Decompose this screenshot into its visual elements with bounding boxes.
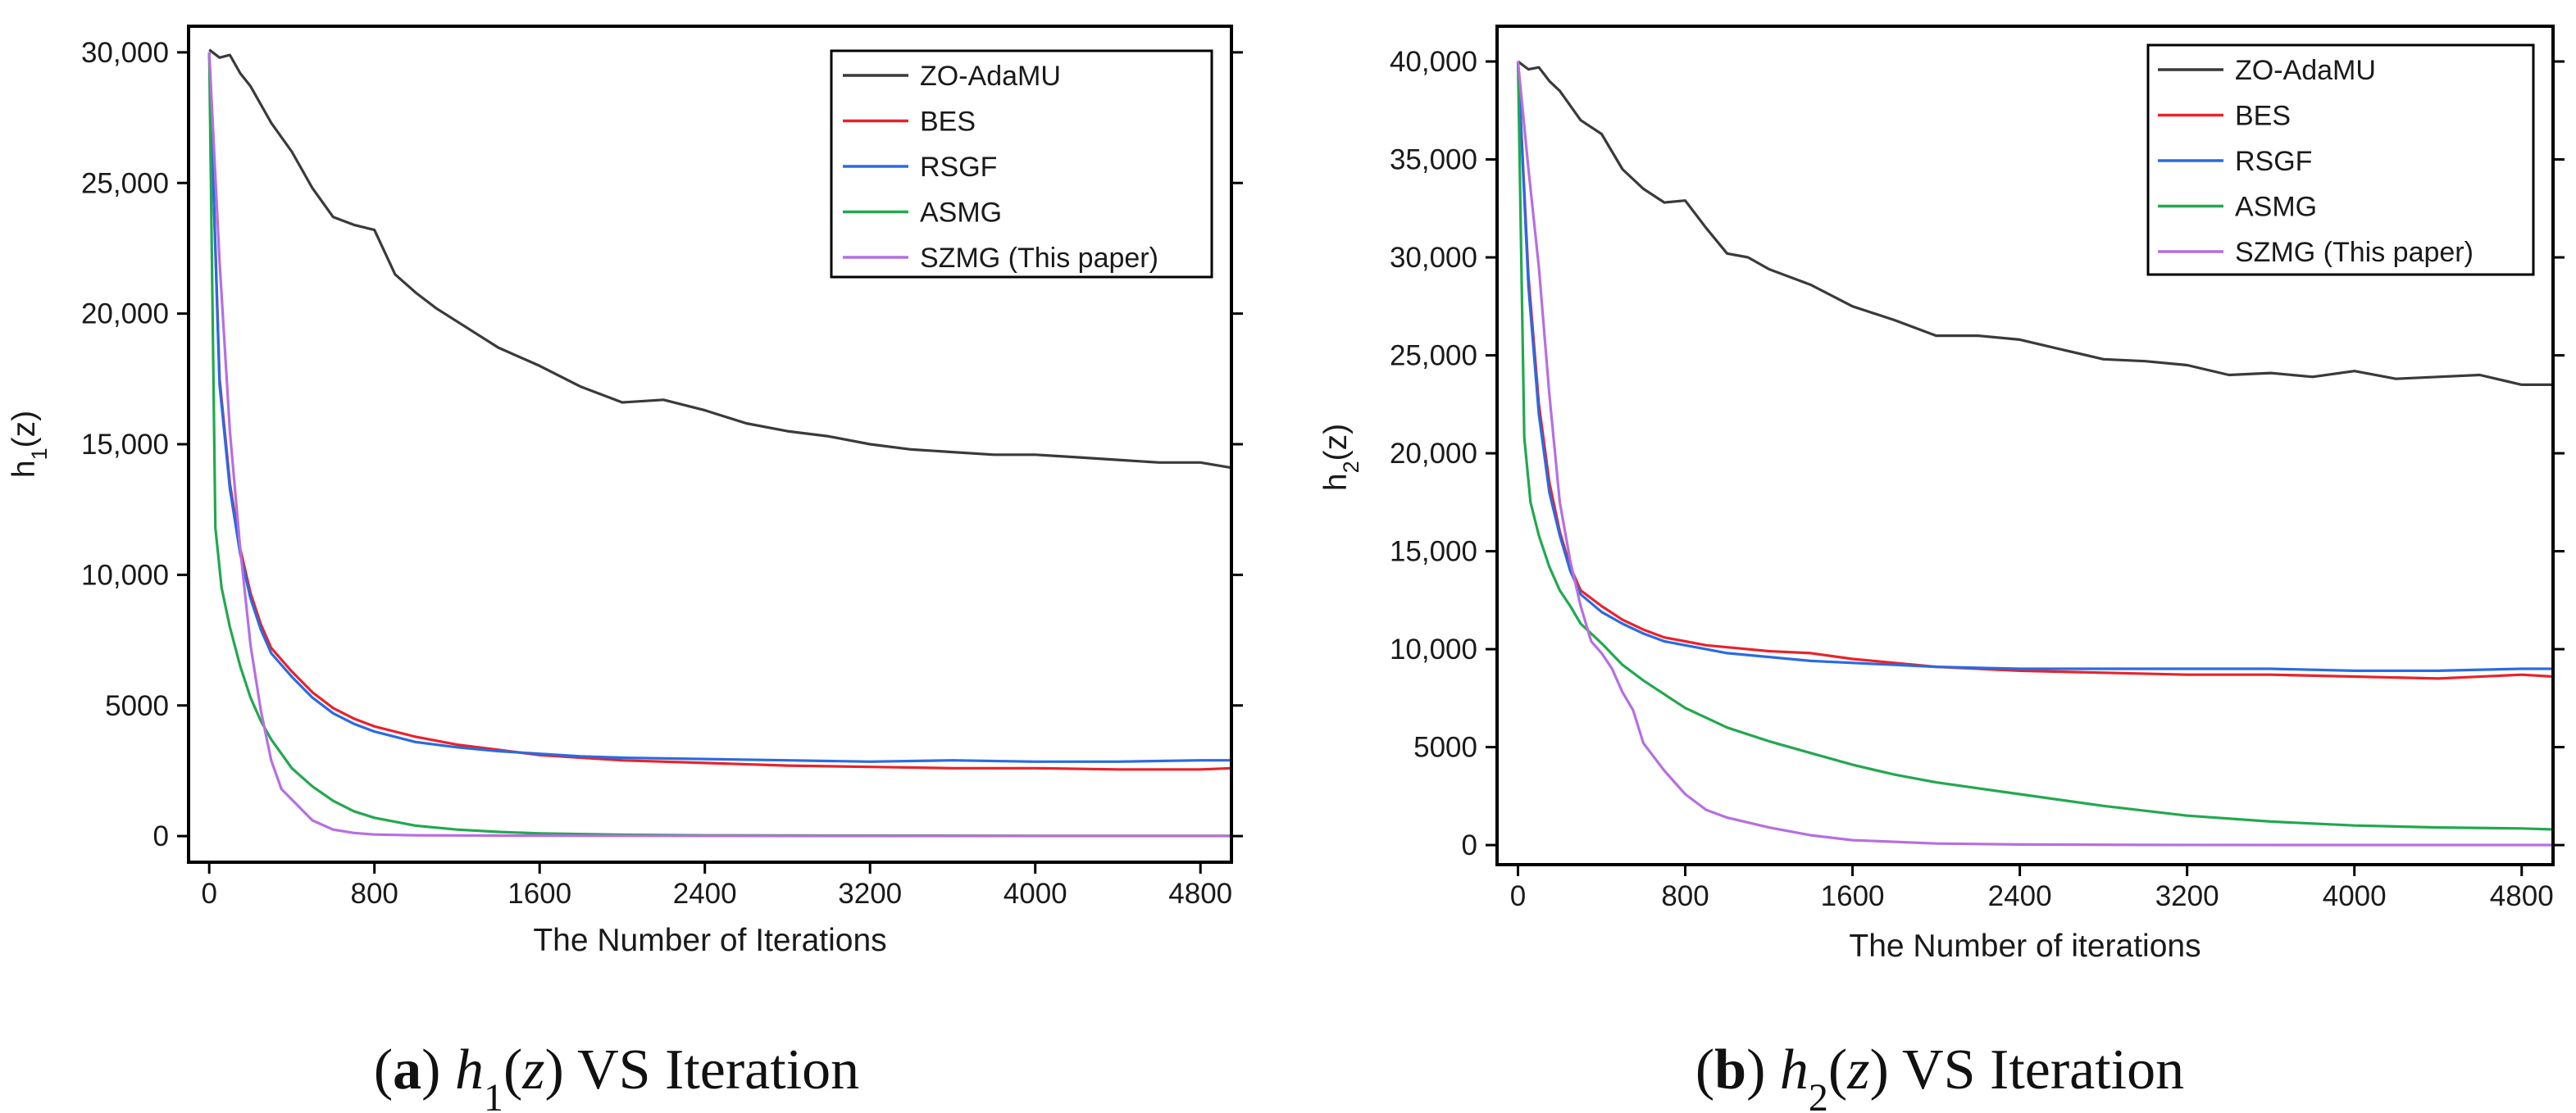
svg-text:h2(z): h2(z): [1318, 424, 1363, 491]
x-tick-label: 800: [350, 878, 398, 910]
caption-a: (a) h1(z) VS Iteration: [374, 1038, 859, 1113]
caption-rest: VS Iteration: [1889, 1038, 2184, 1102]
caption-sub: 2: [1809, 1076, 1828, 1113]
x-tick-label: 0: [1510, 880, 1526, 912]
y-tick-label: 20,000: [1390, 438, 1477, 470]
caption-z: z: [1846, 1038, 1869, 1102]
legend-label: ZO-AdaMU: [2235, 55, 2376, 86]
y-label-sub: 2: [1339, 461, 1363, 473]
legend-label: BES: [920, 107, 976, 138]
y-axis-label: h1(z): [7, 411, 52, 478]
legend-label: RSGF: [920, 152, 997, 183]
plot-frame: [187, 25, 1233, 864]
series-line-3: [207, 52, 1231, 763]
caption-tag: b: [1714, 1038, 1746, 1102]
y-label-sub: 1: [27, 447, 52, 460]
chart-panel-a: 0 800 1600 2400 3200 4000 4800 0 5000 10,000 15,00…: [7, 25, 1243, 1113]
chart-panel-b: 0 800 1600 2400 3200 4000 4800 0 5000 10,000 15,00…: [1318, 25, 2565, 1113]
legend-box: [830, 49, 1213, 279]
x-tick-label: 3200: [2155, 880, 2219, 912]
series-line-5: [1516, 61, 2553, 847]
plot-frame: [1495, 25, 2555, 866]
x-tick-label: 4800: [2490, 880, 2554, 912]
y-tick-label: 10,000: [1390, 634, 1477, 666]
y-tick-label: 10,000: [81, 559, 169, 591]
y-label-base: h: [1318, 473, 1354, 491]
series-line-1: [208, 48, 1231, 470]
x-axis-label: The Number of Iterations: [533, 923, 886, 958]
y-tick-label: 30,000: [81, 37, 169, 69]
x-tick-label: 4000: [2323, 880, 2387, 912]
caption-sub: 1: [484, 1076, 503, 1113]
y-label-tail: (z): [7, 411, 42, 447]
y-tick-label: 5000: [1413, 732, 1477, 764]
caption-z: z: [521, 1038, 544, 1102]
legend-label: BES: [2235, 101, 2291, 132]
y-tick-label: 0: [153, 820, 169, 852]
y-tick-label: 35,000: [1390, 144, 1477, 176]
legend: ZO-AdaMU BES RSGF ASMG SZMG (This paper): [2146, 43, 2535, 276]
legend-label: SZMG (This paper): [2235, 237, 2474, 268]
x-tick-label: 1600: [507, 878, 571, 910]
series-line-1: [1517, 60, 2553, 386]
y-tick-label: 30,000: [1390, 242, 1477, 274]
y-tick-label: 15,000: [1390, 536, 1477, 568]
x-tick-label: 1600: [1821, 880, 1885, 912]
x-tick-label: 2400: [673, 878, 737, 910]
legend-label: ASMG: [2235, 192, 2317, 223]
x-tick-label: 3200: [838, 878, 902, 910]
x-axis-label: The Number of iterations: [1849, 929, 2201, 964]
series-line-3: [1516, 61, 2553, 673]
x-tick-label: 800: [1661, 880, 1709, 912]
y-tick-label: 25,000: [81, 167, 169, 199]
x-tick-label: 4800: [1168, 878, 1232, 910]
legend: ZO-AdaMU BES RSGF ASMG SZMG (This paper): [830, 49, 1213, 279]
legend-label: ZO-AdaMU: [920, 61, 1061, 92]
series-line-2: [207, 52, 1231, 771]
y-label-base: h: [7, 460, 42, 478]
y-tick-label: 5000: [105, 690, 169, 722]
x-tick-label: 0: [201, 878, 216, 910]
y-tick-label: 0: [1462, 829, 1477, 861]
series-line-4: [1516, 61, 2553, 831]
legend-label: RSGF: [2235, 146, 2312, 177]
y-tick-label: 15,000: [81, 429, 169, 461]
caption-tag: a: [393, 1038, 421, 1102]
legend-label: SZMG (This paper): [920, 243, 1158, 274]
caption-b: (b) h2(z) VS Iteration: [1695, 1038, 2184, 1113]
caption-h: h: [455, 1038, 484, 1102]
y-label-tail: (z): [1318, 424, 1354, 461]
caption-rest: VS Iteration: [564, 1038, 859, 1102]
y-tick-label: 40,000: [1390, 46, 1477, 78]
x-tick-label: 4000: [1004, 878, 1067, 910]
y-tick-label: 20,000: [81, 298, 169, 330]
y-axis-label: h2(z): [1318, 424, 1363, 491]
svg-text:h1(z): h1(z): [7, 411, 52, 478]
y-tick-label: 25,000: [1390, 340, 1477, 372]
caption-h: h: [1780, 1038, 1809, 1102]
x-tick-label: 2400: [1988, 880, 2052, 912]
legend-label: ASMG: [920, 198, 1002, 229]
series-line-5: [207, 52, 1231, 838]
